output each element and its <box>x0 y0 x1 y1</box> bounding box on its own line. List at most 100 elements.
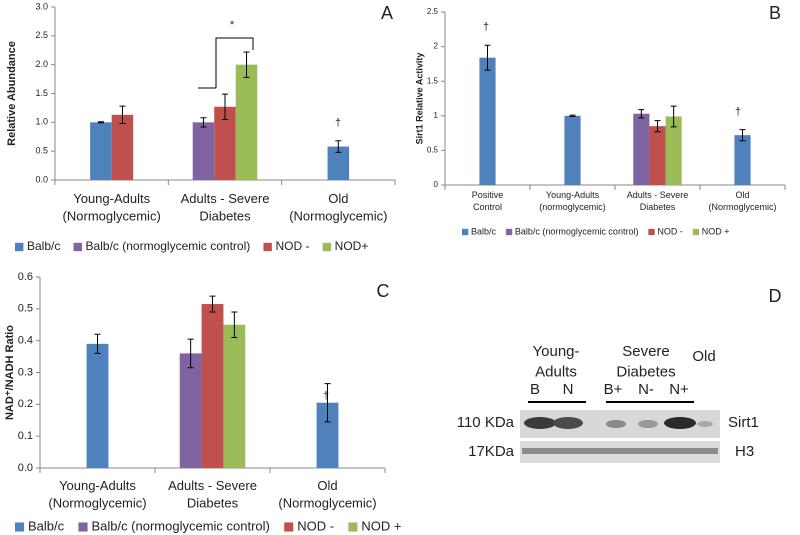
panel-label: A <box>381 3 393 23</box>
error-bar <box>335 140 342 153</box>
bar <box>235 64 258 180</box>
group-label: Old <box>692 348 715 365</box>
panel-label: B <box>769 3 781 23</box>
x-tick-label: Old (Normoglycemic) <box>278 478 376 511</box>
legend-label: NOD + <box>702 226 730 236</box>
error-bar <box>209 295 216 313</box>
y-tick-label: 2 <box>434 42 439 51</box>
legend-label: NOD + <box>361 518 401 533</box>
bar <box>201 304 224 468</box>
x-tick-label: Positive Control <box>472 190 504 212</box>
legend-swatch <box>462 228 469 236</box>
band <box>664 417 696 429</box>
size-label: 17KDa <box>468 443 515 460</box>
panel-d: D Young-Adults Severe Diabetes Old B N B+… <box>457 286 782 463</box>
band <box>524 417 556 429</box>
y-tick-label: 1 <box>434 111 439 120</box>
y-tick-label: 0.5 <box>427 146 439 155</box>
bar <box>179 353 202 468</box>
bar <box>665 116 682 185</box>
bar <box>479 57 496 186</box>
legend-swatch <box>263 242 272 252</box>
lane-label: B <box>530 381 540 398</box>
y-tick-label: 0.2 <box>18 398 33 410</box>
band <box>522 448 718 454</box>
bar <box>316 402 339 468</box>
error-bar <box>97 121 104 124</box>
panel-label: D <box>769 286 782 306</box>
legend-label: Balb/c (normoglycemic control) <box>91 518 269 533</box>
legend-swatch <box>73 242 82 252</box>
band <box>697 421 713 427</box>
legend-swatch <box>15 522 25 532</box>
y-tick-label: 2.0 <box>35 59 48 69</box>
legend-label: Balb/c <box>28 518 65 533</box>
error-bar <box>187 338 194 369</box>
legend-swatch <box>648 228 655 236</box>
annotation: † <box>323 390 329 402</box>
lane-label: N+ <box>669 381 689 398</box>
annotation: † <box>335 117 341 129</box>
error-bar <box>119 105 126 124</box>
bar <box>111 114 134 180</box>
y-tick-label: 2.5 <box>35 30 48 40</box>
group-label: Severe Diabetes <box>616 343 675 380</box>
legend-swatch <box>505 228 513 236</box>
error-bar <box>654 120 661 133</box>
bar <box>633 113 650 185</box>
x-tick-label: Young-Adults (Normoglycemic) <box>63 191 161 224</box>
y-tick-label: 1.5 <box>35 88 48 98</box>
bar <box>734 135 751 185</box>
y-tick-label: 0.5 <box>18 303 33 315</box>
error-bar <box>739 129 746 142</box>
legend-label: NOD+ <box>335 239 369 253</box>
error-bar <box>484 44 491 71</box>
error-bar <box>243 51 250 78</box>
y-tick-label: 2.5 <box>427 7 439 16</box>
x-tick-label: Adults - Severe Diabetes <box>181 191 270 224</box>
legend-label: Balb/c (normoglycemic control) <box>86 239 251 253</box>
band <box>606 420 626 428</box>
panel-label: C <box>377 281 390 301</box>
error-bar <box>222 93 228 120</box>
significance-bracket <box>198 37 254 89</box>
error-bar <box>200 117 207 128</box>
y-tick-label: 0.4 <box>18 335 33 347</box>
legend-swatch <box>322 242 332 252</box>
group-label: Young-Adults <box>533 343 580 380</box>
annotation: † <box>483 21 489 33</box>
error-bar <box>324 383 331 423</box>
legend-label: Balb/c (normoglycemic control) <box>515 226 639 236</box>
x-tick-label: Old (Normoglycemic) <box>708 190 776 212</box>
size-label: 110 KDa <box>457 414 515 431</box>
legend-swatch <box>78 522 88 532</box>
annotation: * <box>230 19 235 31</box>
bar <box>86 343 109 468</box>
bar <box>192 122 215 180</box>
y-tick-label: 0.3 <box>18 366 33 378</box>
lane-label: N- <box>638 381 654 398</box>
protein-label: Sirt1 <box>728 414 759 431</box>
y-tick-label: 0 <box>434 180 439 189</box>
y-tick-label: 0.0 <box>35 174 48 184</box>
y-tick-label: 0.0 <box>18 462 33 474</box>
lane-label: B+ <box>604 381 623 398</box>
error-bar <box>638 109 645 119</box>
x-tick-label: Young-Adults (Normoglycemic) <box>48 478 146 511</box>
error-bar <box>670 105 677 128</box>
bar <box>649 126 666 185</box>
legend-label: NOD - <box>657 226 683 236</box>
y-axis-label: NAD⁺/NADH Ratio <box>4 325 16 420</box>
y-tick-label: 0.6 <box>18 271 33 283</box>
x-tick-label: Adults - Severe Diabetes <box>627 190 689 212</box>
error-bar <box>231 311 238 338</box>
band <box>553 417 583 429</box>
y-tick-label: 0.5 <box>35 146 48 156</box>
error-bar <box>569 114 576 117</box>
band <box>638 420 658 428</box>
legend-label: Balb/c <box>471 226 497 236</box>
legend-swatch <box>348 522 358 532</box>
error-bar <box>94 333 101 354</box>
legend-swatch <box>15 242 24 252</box>
